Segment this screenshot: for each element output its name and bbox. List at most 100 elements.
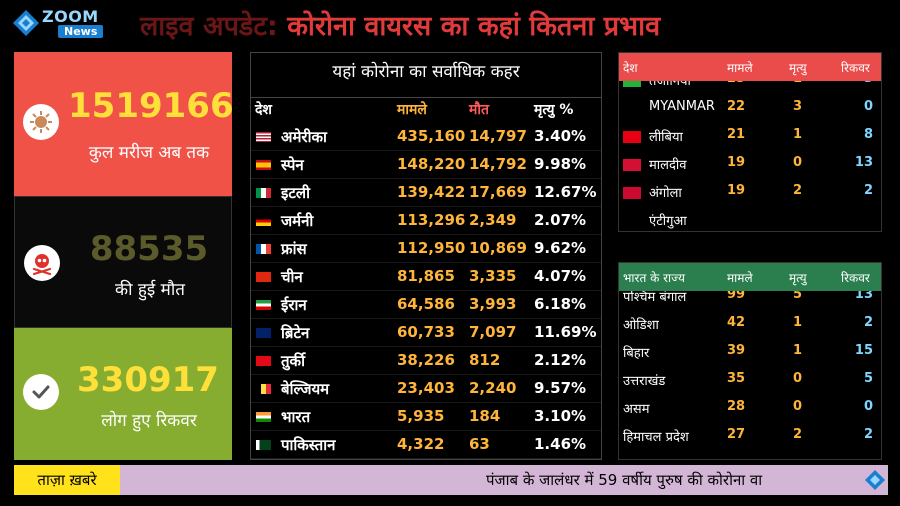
recovered-value: 2	[863, 427, 873, 442]
cases-value: 22	[727, 99, 746, 114]
deaths-value: 10,869	[469, 239, 527, 257]
country-name: अंगोला	[649, 186, 682, 201]
cases-value: 148,220	[397, 155, 466, 173]
cases-value: 19	[727, 155, 746, 170]
deaths-value: 2,240	[469, 379, 517, 397]
cases-value: 60,733	[397, 323, 455, 341]
table-row: पाकिस्तान 4,322 63 1.46%	[251, 431, 601, 459]
country-flag-icon	[623, 131, 641, 143]
deaths-value: 1	[793, 315, 803, 330]
state-name: उत्तराखंड	[623, 374, 666, 389]
top-countries-table: यहां कोरोना का सर्वाधिक कहर देश मामले मौ…	[250, 52, 602, 460]
ticker-label: ताज़ा ख़बरे	[14, 465, 120, 495]
deaths-value: 14,792	[469, 155, 527, 173]
deaths-value: 3,335	[469, 267, 517, 285]
header: ZOOM News लाइव अपडेट: कोरोना वायरस का कह…	[0, 0, 900, 48]
country-name: एंटीगुआ	[649, 214, 687, 229]
news-ticker: ताज़ा ख़बरे पंजाब के जालंधर में 59 वर्षी…	[14, 465, 888, 495]
country-name: पाकिस्तान	[281, 436, 336, 454]
deaths-value: 7,097	[469, 323, 517, 341]
table-row: अमेरीका 435,160 14,797 3.40%	[251, 123, 601, 151]
total-cases-label: कुल मरीज अब तक	[88, 143, 210, 163]
table-row: अंगोला 19 2 2	[619, 179, 881, 207]
header-country: देश	[255, 102, 272, 118]
death-rate-value: 6.18%	[534, 295, 587, 313]
table-row: ओडिशा 42 1 2	[619, 311, 881, 339]
france-flag-icon	[256, 244, 271, 254]
header-recovered: रिकवर	[841, 271, 870, 285]
iran-flag-icon	[256, 300, 271, 310]
uk-flag-icon	[256, 328, 271, 338]
recovered-value: 2	[863, 315, 873, 330]
table-row: स्पेन 148,220 14,792 9.98%	[251, 151, 601, 179]
death-rate-value: 11.69%	[534, 323, 597, 341]
table-row: चीन 81,865 3,335 4.07%	[251, 263, 601, 291]
country-name: चीन	[281, 268, 303, 286]
table-row: बिहार 39 1 15	[619, 339, 881, 367]
total-recovered-card: 330917 लोग हुए रिकवर	[14, 328, 232, 460]
belgium-flag-icon	[256, 384, 271, 394]
logo-zoom-text: ZOOM	[42, 7, 99, 26]
header-deaths: मृत्यु	[789, 271, 807, 285]
cases-value: 64,586	[397, 295, 455, 313]
state-name: असम	[623, 402, 650, 417]
deaths-value: 184	[469, 407, 501, 425]
header-country: देश	[623, 61, 638, 75]
cases-value: 112,950	[397, 239, 466, 257]
total-cases-card: 1519166 कुल मरीज अब तक	[14, 52, 234, 196]
cases-value: 5,935	[397, 407, 445, 425]
total-cases-value: 1519166	[68, 86, 234, 126]
total-recovered-label: लोग हुए रिकवर	[101, 411, 197, 431]
table-row: उत्तराखंड 35 0 5	[619, 367, 881, 395]
other-countries-header: देश मामले मृत्यु रिकवर	[619, 53, 881, 81]
deaths-value: 812	[469, 351, 501, 369]
cases-value: 23,403	[397, 379, 455, 397]
recovered-value: 5	[863, 371, 873, 386]
deaths-value: 1	[793, 343, 803, 358]
death-rate-value: 9.62%	[534, 239, 587, 257]
deaths-value: 2	[793, 183, 803, 198]
header-deaths: मृत्यु	[789, 61, 807, 75]
usa-flag-icon	[256, 132, 271, 142]
cases-value: 113,296	[397, 211, 466, 229]
death-rate-value: 9.57%	[534, 379, 587, 397]
table-row: जर्मनी 113,296 2,349 2.07%	[251, 207, 601, 235]
state-name: पश्चिम बंगाल	[623, 290, 687, 305]
table-row: इटली 139,422 17,669 12.67%	[251, 179, 601, 207]
header-cases: मामले	[727, 61, 753, 75]
header-state: भारत के राज्य	[623, 271, 685, 285]
deaths-value: 3	[793, 99, 803, 114]
country-name: MYANMAR	[649, 99, 715, 114]
recovered-value: 0	[863, 99, 873, 114]
deaths-value: 14,797	[469, 127, 527, 145]
total-deaths-label: की हुई मौत	[115, 280, 185, 300]
logo-mark-icon	[13, 10, 39, 36]
table-row: मालदीव 19 0 13	[619, 151, 881, 179]
country-name: तुर्की	[281, 352, 305, 370]
country-name: भारत	[281, 408, 311, 426]
total-deaths-card: 88535 की हुई मौत	[14, 196, 232, 328]
death-rate-value: 2.07%	[534, 211, 587, 229]
cases-value: 27	[727, 427, 746, 442]
country-name: मालदीव	[649, 158, 687, 173]
cases-value: 42	[727, 315, 746, 330]
zoom-news-logo: ZOOM News	[12, 7, 104, 41]
table-row: ब्रिटेन 60,733 7,097 11.69%	[251, 319, 601, 347]
table-row: ईरान 64,586 3,993 6.18%	[251, 291, 601, 319]
cases-value: 435,160	[397, 127, 466, 145]
deaths-value: 5	[793, 287, 803, 302]
cases-value: 38,226	[397, 351, 455, 369]
ticker-headline[interactable]: पंजाब के जालंधर में 59 वर्षीय पुरुष की क…	[486, 471, 763, 489]
recovered-value: 8	[863, 127, 873, 142]
country-name: बेल्जियम	[281, 380, 330, 398]
country-name: स्पेन	[281, 156, 304, 174]
check-icon	[23, 374, 59, 410]
cases-value: 39	[727, 343, 746, 358]
deaths-value: 2,349	[469, 211, 517, 229]
recovered-value: 13	[854, 155, 873, 170]
deaths-value: 17,669	[469, 183, 527, 201]
page-title: लाइव अपडेट: कोरोना वायरस का कहां कितना प…	[140, 6, 660, 43]
top-countries-header: देश मामले मौत मृत्यु %	[251, 97, 601, 119]
death-rate-value: 9.98%	[534, 155, 587, 173]
table-row: हिमाचल प्रदेश 27 2 2	[619, 423, 881, 451]
